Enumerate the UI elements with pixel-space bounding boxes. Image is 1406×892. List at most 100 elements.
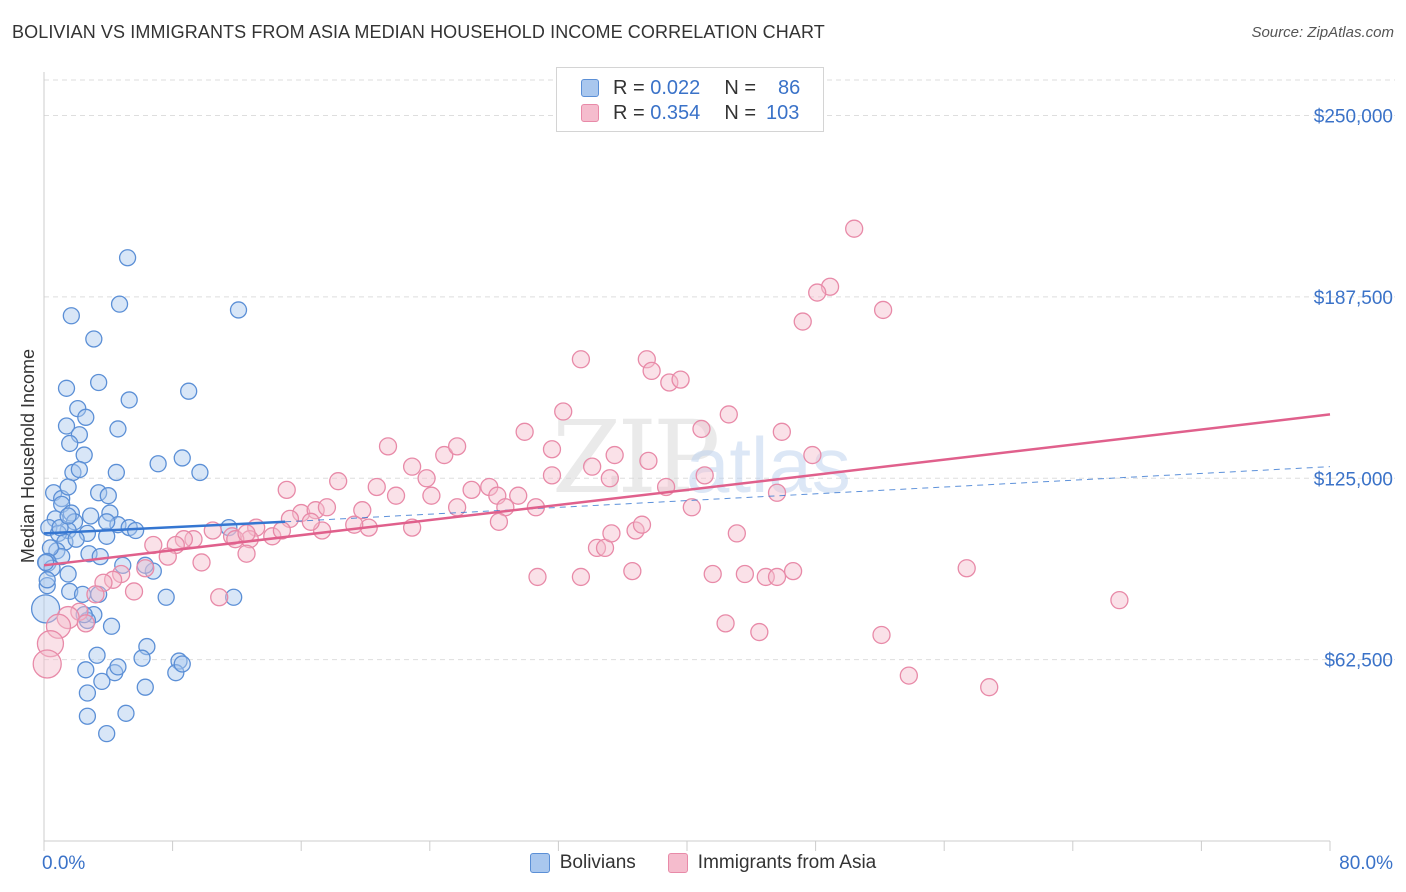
point-immigrants-from-asia: [222, 527, 242, 546]
point-bolivians: [98, 724, 116, 743]
legend-r-label: R =: [613, 76, 645, 99]
trend-line-bolivians: [43, 520, 286, 535]
point-bolivians: [110, 295, 129, 313]
point-bolivians: [191, 463, 209, 482]
axes: [43, 72, 1331, 851]
point-bolivians: [229, 301, 248, 319]
point-immigrants-from-asia: [192, 553, 211, 572]
x-tick-label-min: 0.0%: [42, 853, 85, 874]
point-immigrants-from-asia: [32, 649, 62, 679]
point-immigrants-from-asia: [642, 361, 661, 381]
bottom-legend: Bolivians Immigrants from Asia: [0, 852, 1406, 874]
y-axis-title: Median Household Income: [18, 349, 38, 563]
bottom-legend-immigrants-from-asia: Immigrants from Asia: [667, 852, 876, 874]
point-bolivians: [57, 417, 76, 435]
point-immigrants-from-asia: [237, 524, 256, 543]
point-immigrants-from-asia: [873, 300, 893, 320]
point-immigrants-from-asia: [277, 480, 296, 500]
point-bolivians: [62, 307, 80, 325]
series-bolivians: [30, 249, 248, 743]
series-immigrants-from-asia: [32, 219, 1129, 697]
point-immigrants-from-asia: [386, 486, 406, 505]
point-immigrants-from-asia: [528, 567, 547, 587]
point-bolivians: [77, 408, 95, 426]
point-immigrants-from-asia: [957, 559, 976, 578]
point-bolivians: [118, 249, 137, 267]
chart-title: BOLIVIAN VS IMMIGRANTS FROM ASIA MEDIAN …: [12, 22, 825, 42]
legend-box: R = 0.022 N = 86 R = 0.354 N = 103: [556, 67, 824, 132]
point-immigrants-from-asia: [583, 457, 602, 476]
point-immigrants-from-asia: [793, 312, 812, 331]
bottom-legend-swatch-blue: [529, 853, 550, 873]
legend-row-bolivians: R = 0.022 N = 86: [581, 76, 800, 100]
watermark-atlas: atlas: [686, 421, 851, 509]
legend-swatch-pink: [581, 104, 599, 122]
point-bolivians: [90, 373, 108, 392]
point-bolivians: [117, 704, 135, 722]
point-bolivians: [109, 420, 127, 438]
point-immigrants-from-asia: [750, 622, 769, 642]
point-immigrants-from-asia: [422, 486, 441, 505]
y-tick-label: $250,000: [1314, 107, 1393, 128]
point-bolivians: [109, 658, 127, 676]
point-immigrants-from-asia: [783, 561, 803, 581]
x-tick-label-max: 80.0%: [1339, 853, 1393, 874]
y-tick-label: $62,500: [1324, 651, 1393, 672]
point-immigrants-from-asia: [76, 614, 95, 633]
point-immigrants-from-asia: [447, 437, 467, 456]
point-immigrants-from-asia: [210, 588, 229, 607]
point-immigrants-from-asia: [671, 370, 690, 389]
point-bolivians: [173, 449, 191, 467]
point-immigrants-from-asia: [808, 283, 827, 302]
point-bolivians: [38, 571, 56, 589]
legend-n-label: N =: [724, 101, 756, 124]
point-bolivians: [167, 664, 185, 682]
legend-swatch-blue: [581, 79, 599, 97]
point-immigrants-from-asia: [767, 483, 787, 502]
point-bolivians: [102, 617, 121, 635]
point-immigrants-from-asia: [899, 666, 918, 685]
point-immigrants-from-asia: [515, 422, 534, 441]
point-immigrants-from-asia: [542, 466, 562, 485]
point-bolivians: [67, 530, 85, 548]
y-tick-label: $187,500: [1314, 288, 1393, 309]
point-immigrants-from-asia: [623, 561, 642, 581]
point-immigrants-from-asia: [632, 515, 652, 534]
point-immigrants-from-asia: [600, 469, 619, 488]
point-immigrants-from-asia: [772, 422, 791, 441]
point-immigrants-from-asia: [872, 625, 891, 645]
point-immigrants-from-asia: [402, 457, 422, 476]
trend-lines: [43, 413, 1331, 567]
point-bolivians: [81, 507, 100, 525]
bottom-legend-label: Bolivians: [559, 852, 636, 873]
point-bolivians: [98, 513, 116, 531]
point-bolivians: [93, 672, 111, 691]
legend-n-value: 103: [766, 101, 800, 124]
point-immigrants-from-asia: [639, 451, 658, 471]
point-immigrants-from-asia: [682, 498, 701, 517]
point-bolivians: [46, 510, 64, 528]
point-bolivians: [59, 478, 77, 496]
legend-r-value: 0.022: [650, 76, 701, 99]
point-immigrants-from-asia: [489, 512, 509, 531]
axis-labels: $62,500 $125,000 $187,500 $250,000 0.0% 80.0%…: [18, 107, 1393, 874]
point-bolivians: [99, 487, 117, 505]
point-bolivians: [91, 547, 109, 566]
point-bolivians: [107, 463, 125, 482]
point-bolivians: [90, 484, 108, 502]
point-immigrants-from-asia: [716, 614, 735, 633]
point-bolivians: [38, 576, 56, 595]
point-bolivians: [78, 707, 97, 725]
point-bolivians: [77, 661, 95, 679]
point-bolivians: [85, 330, 103, 348]
trend-line-immigrants-from-asia: [43, 413, 1331, 567]
point-bolivians: [157, 588, 175, 606]
point-bolivians: [136, 678, 154, 696]
point-immigrants-from-asia: [237, 544, 256, 563]
point-immigrants-from-asia: [124, 582, 144, 601]
point-immigrants-from-asia: [509, 486, 528, 505]
point-immigrants-from-asia: [1110, 590, 1129, 610]
point-immigrants-from-asia: [703, 564, 722, 584]
point-immigrants-from-asia: [980, 678, 999, 697]
